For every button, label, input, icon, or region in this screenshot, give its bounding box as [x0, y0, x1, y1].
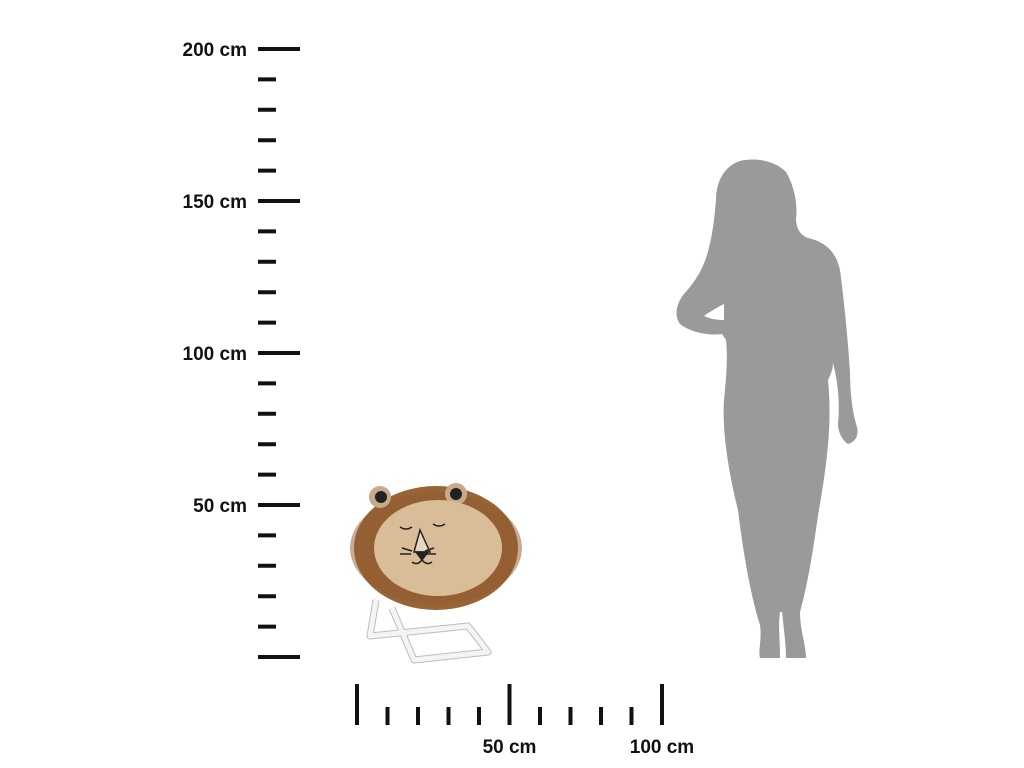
right-ear — [450, 488, 462, 500]
horizontal-tick-label: 50 cm — [483, 737, 537, 758]
lion-face — [399, 523, 446, 565]
vertical-ruler — [258, 47, 300, 659]
seat-cushion — [374, 500, 502, 596]
vertical-tick-label: 50 cm — [193, 496, 247, 517]
chair-frame — [366, 599, 492, 664]
human-silhouette — [676, 159, 858, 658]
horizontal-ruler — [355, 684, 664, 725]
lion-chair-product — [350, 483, 522, 664]
vertical-tick-label: 150 cm — [183, 192, 247, 213]
vertical-tick-label: 100 cm — [183, 344, 247, 365]
vertical-tick-label: 200 cm — [183, 40, 247, 61]
arm-gap — [704, 304, 724, 320]
left-ear — [375, 491, 387, 503]
horizontal-tick-label: 100 cm — [630, 737, 694, 758]
